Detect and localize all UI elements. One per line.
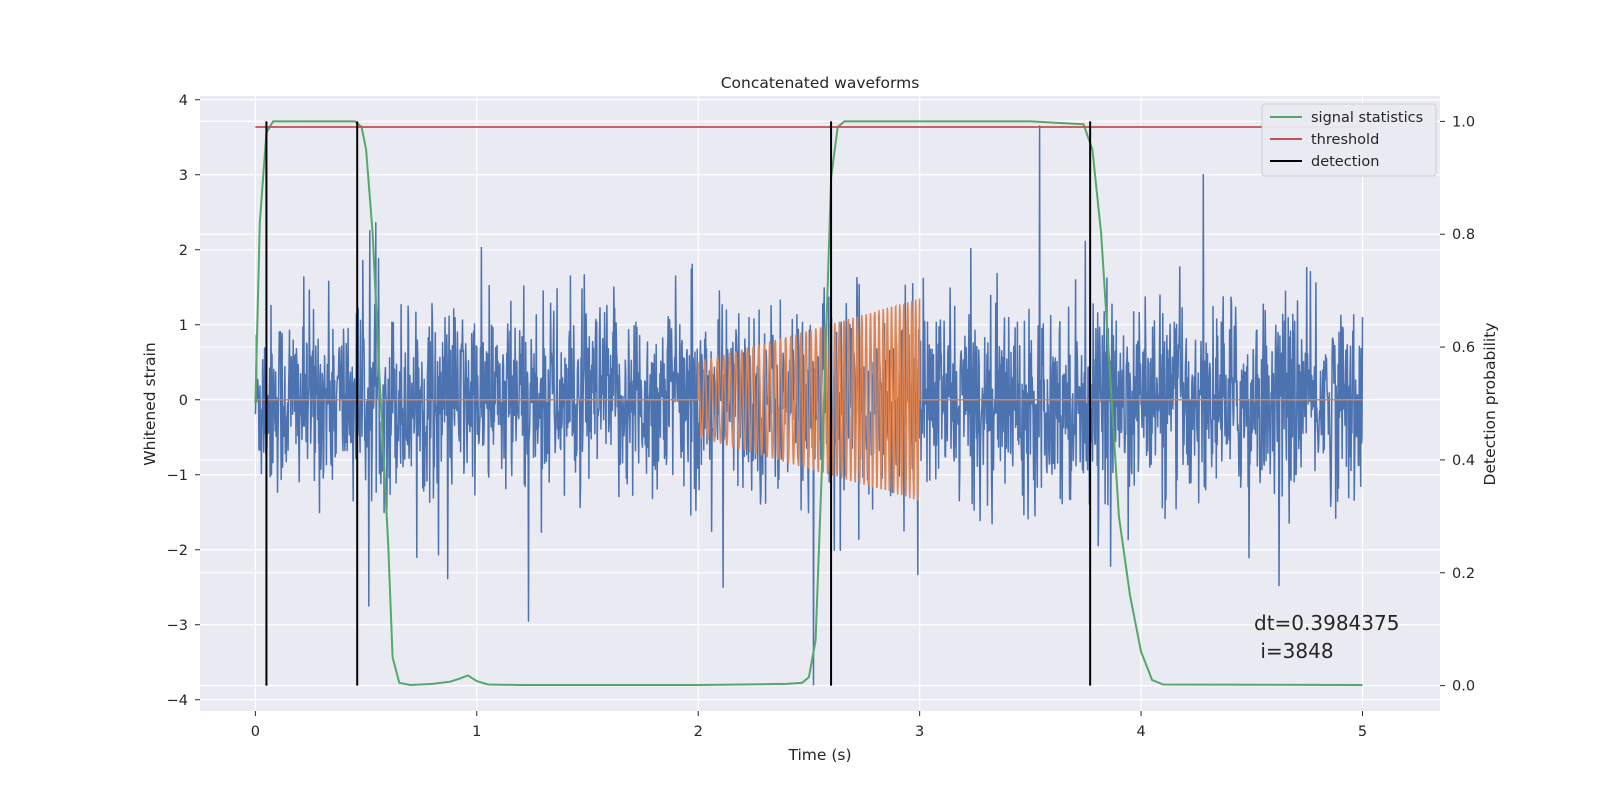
legend-label-detection: detection [1311, 154, 1379, 170]
x-tick-label: 5 [1358, 724, 1367, 740]
y-tick-label: 2 [179, 243, 188, 259]
legend-label-threshold: threshold [1311, 132, 1379, 148]
legend-label-signal-statistics: signal statistics [1311, 110, 1423, 126]
waveform-series [255, 298, 1363, 501]
y-axis-label: Whitened strain [141, 342, 159, 465]
x-axis-label: Time (s) [787, 746, 851, 764]
x-tick-label: 1 [472, 724, 481, 740]
y-tick-label: −2 [167, 543, 188, 559]
y-tick-label: −1 [167, 468, 188, 484]
dt-annotation: dt=0.3984375 i=3848 [1254, 611, 1399, 663]
detection-series [265, 121, 1092, 686]
y-tick-label: 1 [179, 318, 188, 334]
y-right-tick-label: 0.8 [1452, 227, 1475, 243]
y-tick-label: 4 [179, 93, 188, 109]
legend-box [1261, 103, 1437, 177]
tick-labels: 0 1 2 3 4 5 4 3 2 1 0 −1 −2 −3 −4 1.0 0.8 0.6 0.4 0.2 0.0 [167, 93, 1475, 740]
chart-title: Concatenated waveforms [721, 74, 920, 92]
y-tick-label: 0 [179, 393, 188, 409]
y-tick-label: −4 [167, 693, 188, 709]
x-tick-label: 4 [1136, 724, 1145, 740]
waveform-line [255, 298, 1363, 501]
y-right-tick-label: 0.6 [1452, 340, 1475, 356]
y-right-tick-label: 1.0 [1452, 114, 1475, 130]
x-tick-label: 3 [915, 724, 924, 740]
signal-statistics-series [254, 120, 1363, 687]
signal-statistics-line [254, 120, 1363, 687]
annotation-line-dt: dt=0.3984375 [1254, 611, 1399, 635]
y-tick-label: 3 [179, 168, 188, 184]
y-right-tick-label: 0.2 [1452, 566, 1475, 582]
legend: signal statistics threshold detection [1261, 103, 1437, 177]
x-tick-label: 0 [251, 724, 260, 740]
noise-line [254, 125, 1364, 686]
y-tick-label: −3 [167, 618, 188, 634]
noise-series [254, 125, 1364, 686]
y-right-tick-label: 0.0 [1452, 679, 1475, 695]
y-right-tick-label: 0.4 [1452, 453, 1475, 469]
annotation-line-i: i=3848 [1254, 639, 1334, 663]
x-tick-label: 2 [694, 724, 703, 740]
y-axis-right-label: Detection probability [1481, 323, 1499, 486]
